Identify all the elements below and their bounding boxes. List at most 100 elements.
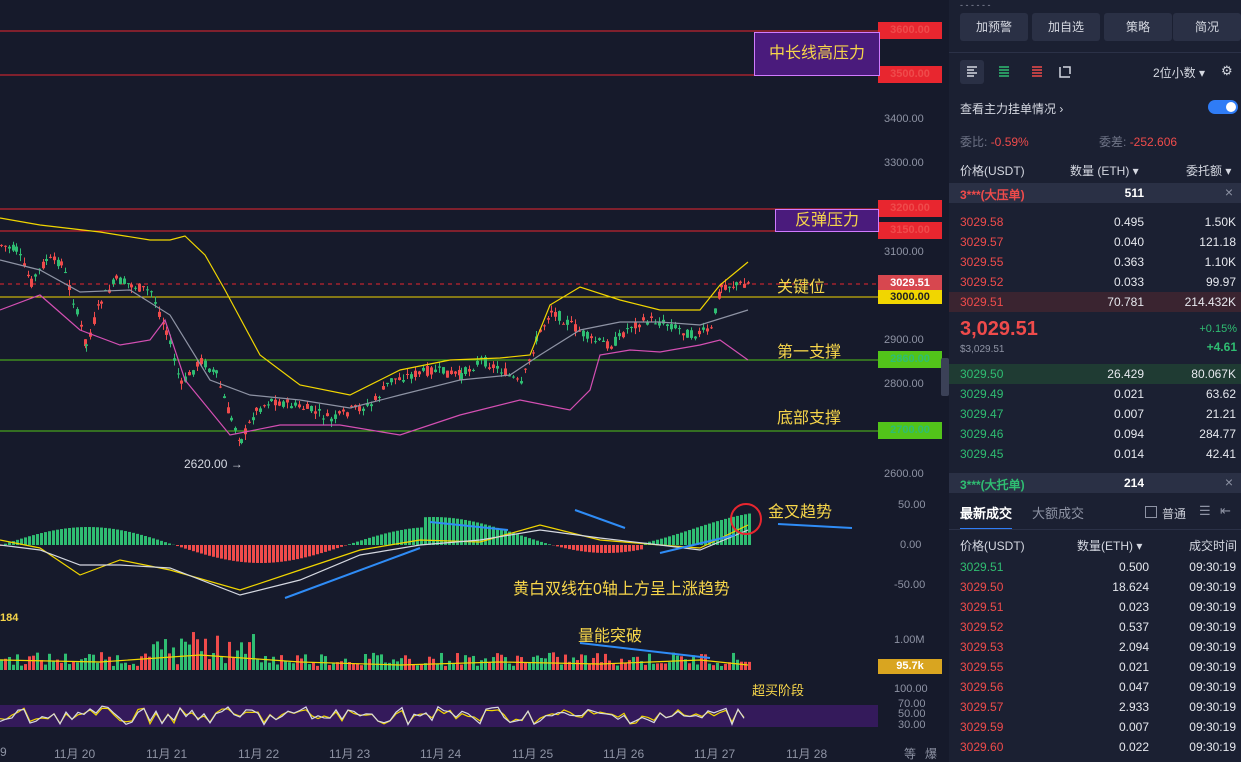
ask-row[interactable]: 3029.51 70.781 214.432K — [949, 292, 1241, 312]
candle-body — [326, 413, 329, 417]
volume-bar — [680, 656, 683, 670]
strategy-button[interactable]: 策略 — [1104, 13, 1172, 41]
book-depth-view-icon[interactable] — [1053, 60, 1077, 84]
volume-bar — [560, 664, 563, 670]
normal-checkbox[interactable] — [1145, 506, 1157, 518]
candle-body — [678, 328, 681, 330]
low-price-marker: 2620.00 → — [184, 457, 243, 471]
bid-row[interactable]: 3029.46 0.094 284.77 — [949, 424, 1241, 444]
trade-row[interactable]: 3029.55 0.021 09:30:19 — [949, 657, 1241, 677]
macd-bar — [8, 542, 11, 545]
ask-row[interactable]: 3029.57 0.040 121.18 — [949, 232, 1241, 252]
tab-latest-trades[interactable]: 最新成交 — [960, 503, 1013, 530]
macd-bar — [628, 545, 631, 552]
golden-cross-circle — [730, 503, 762, 535]
list-settings-icon[interactable]: ☰ — [1199, 503, 1211, 518]
trade-row[interactable]: 3029.50 18.624 09:30:19 — [949, 577, 1241, 597]
bid-row[interactable]: 3029.49 0.021 63.62 — [949, 384, 1241, 404]
macd-axis-label: 50.00 — [898, 499, 926, 511]
kline-chart[interactable]: 3600.00 3500.00 3200.00 3150.00 3029.51 … — [0, 0, 946, 762]
trade-row[interactable]: 3029.52 0.537 09:30:19 — [949, 617, 1241, 637]
price-tag-3600: 3600.00 — [878, 22, 942, 39]
candle-body — [718, 291, 721, 299]
volume-bar — [180, 638, 183, 670]
collapse-icon[interactable]: ⇤ — [1220, 503, 1231, 518]
settings-icon[interactable]: ⚙ — [1221, 63, 1233, 78]
total-cell: 21.21 — [1205, 407, 1236, 421]
book-both-view-icon[interactable] — [960, 60, 984, 84]
macd-bar — [492, 526, 495, 545]
trade-row[interactable]: 3029.56 0.047 09:30:19 — [949, 677, 1241, 697]
macd-bar — [512, 532, 515, 545]
trade-row[interactable]: 3029.59 0.007 09:30:19 — [949, 717, 1241, 737]
macd-bar — [284, 545, 287, 562]
bid-row[interactable]: 3029.47 0.007 21.21 — [949, 404, 1241, 424]
main-orders-toggle[interactable] — [1208, 100, 1238, 114]
panel-collapse-handle[interactable] — [941, 358, 949, 396]
trade-row[interactable]: 3029.53 2.094 09:30:19 — [949, 637, 1241, 657]
candle-body — [638, 324, 641, 328]
trade-row[interactable]: 3029.57 2.933 09:30:19 — [949, 697, 1241, 717]
bid-row[interactable]: 3029.50 26.429 80.067K — [949, 364, 1241, 384]
candle-body — [554, 311, 557, 317]
volume-bar — [0, 659, 3, 670]
candle-body — [670, 324, 673, 330]
overview-button[interactable]: 简况 — [1173, 13, 1241, 41]
book-bids-view-icon[interactable] — [992, 60, 1016, 84]
bid-row[interactable]: 3029.45 0.014 42.41 — [949, 444, 1241, 464]
volume-bar — [60, 662, 63, 670]
x-axis-label: 11月 26 — [603, 747, 645, 761]
add-watchlist-button[interactable]: 加自选 — [1032, 13, 1100, 41]
candle-body — [146, 289, 149, 291]
volume-bar — [228, 641, 231, 670]
volume-bar — [688, 663, 691, 670]
volume-bar — [700, 654, 703, 670]
overbought-label: 超买阶段 — [752, 683, 805, 698]
tab-large-trades[interactable]: 大额成交 — [1032, 506, 1085, 521]
candle-body — [227, 407, 230, 414]
volume-tag: 95.7k — [878, 659, 942, 674]
trade-row[interactable]: 3029.51 0.500 09:30:19 — [949, 557, 1241, 577]
big-ask-row[interactable]: 3***(大压单) 511 × — [949, 183, 1241, 203]
candle-body — [298, 404, 301, 408]
close-icon[interactable]: × — [1224, 184, 1233, 200]
volume-bar — [716, 662, 719, 670]
candle-body — [732, 286, 735, 288]
volume-bar — [140, 656, 143, 670]
trade-row[interactable]: 3029.60 0.022 09:30:19 — [949, 737, 1241, 757]
book-asks-view-icon[interactable] — [1025, 60, 1049, 84]
qty-cell: 26.429 — [1107, 367, 1144, 381]
candle-body — [282, 401, 285, 407]
chart-corner-label[interactable]: 等 — [904, 747, 917, 761]
candle-body — [27, 274, 30, 277]
price-cell: 3029.56 — [960, 680, 1004, 694]
book-qty-header[interactable]: 数量 (ETH) ▾ — [1070, 162, 1139, 179]
total-cell: 214.432K — [1184, 295, 1236, 309]
trade-row[interactable]: 3029.51 0.023 09:30:19 — [949, 597, 1241, 617]
ask-row[interactable]: 3029.55 0.363 1.10K — [949, 252, 1241, 272]
candle-body — [520, 381, 523, 384]
trade-qty-header[interactable]: 数量(ETH) ▾ — [1077, 537, 1142, 554]
volume-bar — [260, 662, 263, 670]
decimals-select[interactable]: 2位小数 ▾ — [1153, 64, 1205, 81]
chart-canvas[interactable] — [0, 0, 946, 762]
add-alert-button[interactable]: 加预警 — [960, 13, 1028, 41]
candle-body — [382, 386, 385, 390]
candle-body — [358, 406, 361, 412]
close-icon[interactable]: × — [1224, 474, 1233, 490]
volume-bar — [24, 664, 27, 670]
book-total-header[interactable]: 委托额 ▾ — [1186, 162, 1231, 179]
big-bid-row[interactable]: 3***(大托单) 214 × — [949, 473, 1241, 493]
time-cell: 09:30:19 — [1189, 560, 1236, 574]
bottom-support-label: 底部支撑 — [777, 410, 842, 427]
ask-row[interactable]: 3029.52 0.033 99.97 — [949, 272, 1241, 292]
macd-bar — [700, 526, 703, 545]
ask-row[interactable]: 3029.58 0.495 1.50K — [949, 212, 1241, 232]
candle-body — [450, 370, 453, 374]
main-orders-link[interactable]: 查看主力挂单情况 › — [960, 100, 1063, 117]
macd-bar — [56, 529, 59, 545]
chart-corner-label[interactable]: 爆 — [925, 747, 938, 761]
volume-bar — [644, 664, 647, 670]
price-cell: 3029.57 — [960, 700, 1004, 714]
macd-bar — [716, 521, 719, 545]
